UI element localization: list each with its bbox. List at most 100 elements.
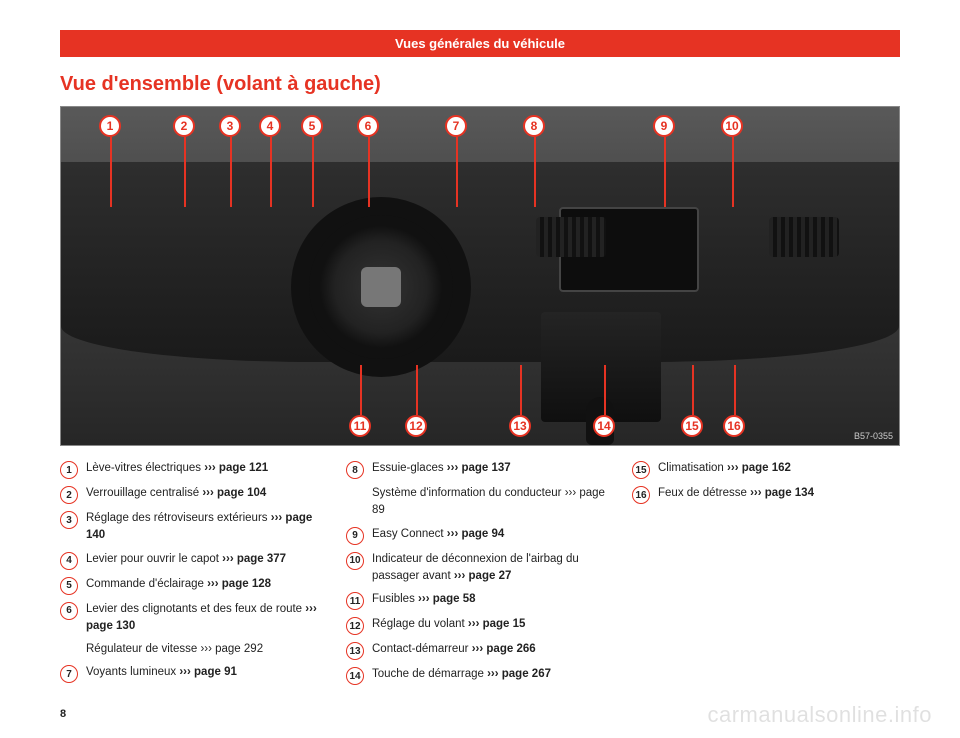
page-reference: ››› page 134 <box>750 487 814 499</box>
legend-item-text: Levier pour ouvrir le capot ››› page 377 <box>86 551 328 570</box>
callout-marker: 7 <box>445 115 467 137</box>
legend-item-number: 1 <box>60 461 78 479</box>
callout-marker: 8 <box>523 115 545 137</box>
callout-leader <box>110 137 112 207</box>
legend-item-number: 13 <box>346 642 364 660</box>
legend-item: 9 Easy Connect ››› page 94 <box>346 526 614 545</box>
page-reference: ››› page 121 <box>204 462 268 474</box>
callout-leader <box>230 137 232 207</box>
watermark: carmanualsonline.info <box>707 702 932 728</box>
legend-item-number: 8 <box>346 461 364 479</box>
callout-marker: 5 <box>301 115 323 137</box>
legend-item: 5Commande d'éclairage ››› page 128 <box>60 576 328 595</box>
air-vent-illustration <box>536 217 606 257</box>
legend-item-number: 4 <box>60 552 78 570</box>
callout-marker: 3 <box>219 115 241 137</box>
legend-item-text: Réglage du volant ››› page 15 <box>372 616 614 635</box>
legend-item-number: 2 <box>60 486 78 504</box>
legend-item-number: 3 <box>60 511 78 529</box>
page-number: 8 <box>60 708 66 720</box>
page-reference: ››› page 267 <box>487 668 551 680</box>
legend-item-text: Levier des clignotants et des feux de ro… <box>86 601 328 636</box>
callout-leader <box>184 137 186 207</box>
legend-column: 1 Lève-vitres électriques ››› page 121 2 Ve… <box>60 460 328 691</box>
legend-item-text: Touche de démarrage ››› page 267 <box>372 666 614 685</box>
callout-leader <box>692 365 694 415</box>
legend-item: 10 Indicateur de déconnexion de l'airbag … <box>346 551 614 586</box>
legend-item-text: Contact-démarreur ››› page 266 <box>372 641 614 660</box>
legend-item-number: 10 <box>346 552 364 570</box>
callout-marker: 13 <box>509 415 531 437</box>
image-id: B57-0355 <box>854 431 893 441</box>
legend-item: 16 Feux de détresse ››› page 134 <box>632 485 900 504</box>
legend-item-text: Feux de détresse ››› page 134 <box>658 485 900 504</box>
legend-columns: 1 Lève-vitres électriques ››› page 121 2 Ve… <box>60 460 900 691</box>
legend-item-number: 9 <box>346 527 364 545</box>
page-reference: ››› page 266 <box>472 643 536 655</box>
legend-item: 4 Levier pour ouvrir le capot ››› page 37… <box>60 551 328 570</box>
callout-leader <box>534 137 536 207</box>
callout-marker: 12 <box>405 415 427 437</box>
callout-marker: 6 <box>357 115 379 137</box>
legend-item-number: 6 <box>60 602 78 620</box>
callout-marker: 1 <box>99 115 121 137</box>
page-reference: ››› page 104 <box>202 487 266 499</box>
legend-item: 1 Lève-vitres électriques ››› page 121 <box>60 460 328 479</box>
legend-item-text: Commande d'éclairage ››› page 128 <box>86 576 328 595</box>
page-reference: ››› page 137 <box>447 462 511 474</box>
legend-subitem: Régulateur de vitesse ››› page 292 <box>86 641 328 658</box>
legend-item-text: Indicateur de déconnexion de l'airbag du… <box>372 551 614 586</box>
legend-item-text: Essuie-glaces ››› page 137 <box>372 460 614 479</box>
legend-item-text: Réglage des rétroviseurs extérieurs ››› … <box>86 510 328 545</box>
legend-item: 12 Réglage du volant ››› page 15 <box>346 616 614 635</box>
page-reference: ››› page 15 <box>468 618 526 630</box>
callout-leader <box>416 365 418 415</box>
callout-marker: 11 <box>349 415 371 437</box>
page-reference: ››› page 377 <box>222 553 286 565</box>
dash-illustration <box>61 162 899 362</box>
legend-item: 15Climatisation ››› page 162 <box>632 460 900 479</box>
legend-item-number: 15 <box>632 461 650 479</box>
callout-marker: 4 <box>259 115 281 137</box>
legend-item: 7Voyants lumineux ››› page 91 <box>60 664 328 683</box>
legend-item-text: Verrouillage centralisé ››› page 104 <box>86 485 328 504</box>
callout-leader <box>734 365 736 415</box>
callout-leader <box>312 137 314 207</box>
callout-marker: 10 <box>721 115 743 137</box>
legend-item-number: 11 <box>346 592 364 610</box>
callout-leader <box>456 137 458 207</box>
page-reference: ››› page 94 <box>447 528 505 540</box>
air-vent-illustration <box>769 217 839 257</box>
page-title: Vue d'ensemble (volant à gauche) <box>60 73 900 96</box>
callout-leader <box>732 137 734 207</box>
page-reference: ››› page 292 <box>200 643 263 655</box>
steering-wheel-illustration <box>291 197 471 377</box>
legend-subitem: Système d'information du conducteur ››› … <box>372 485 614 520</box>
legend-item-number: 12 <box>346 617 364 635</box>
callout-marker: 15 <box>681 415 703 437</box>
legend-item: 13 Contact-démarreur ››› page 266 <box>346 641 614 660</box>
legend-item-text: Voyants lumineux ››› page 91 <box>86 664 328 683</box>
callout-marker: 2 <box>173 115 195 137</box>
callout-leader <box>368 137 370 207</box>
callout-leader <box>664 137 666 207</box>
callout-marker: 14 <box>593 415 615 437</box>
legend-item-text: Easy Connect ››› page 94 <box>372 526 614 545</box>
page-reference: ››› page 27 <box>454 570 512 582</box>
page-reference: ››› page 162 <box>727 462 791 474</box>
legend-item: 8 Essuie-glaces ››› page 137 <box>346 460 614 479</box>
callout-leader <box>520 365 522 415</box>
page-reference: ››› page 58 <box>418 593 476 605</box>
page-reference: ››› page 91 <box>179 666 237 678</box>
legend-item-text: Lève-vitres électriques ››› page 121 <box>86 460 328 479</box>
dashboard-figure: 12345678910 111213141516 B57-0355 <box>60 106 900 446</box>
legend-item-number: 14 <box>346 667 364 685</box>
callout-marker: 9 <box>653 115 675 137</box>
callout-leader <box>270 137 272 207</box>
section-header: Vues générales du véhicule <box>60 30 900 57</box>
legend-column: 8 Essuie-glaces ››› page 137 Système d'inf… <box>346 460 614 691</box>
legend-item: 3 Réglage des rétroviseurs extérieurs ›››… <box>60 510 328 545</box>
callout-leader <box>360 365 362 415</box>
legend-item-number: 16 <box>632 486 650 504</box>
callout-marker: 16 <box>723 415 745 437</box>
